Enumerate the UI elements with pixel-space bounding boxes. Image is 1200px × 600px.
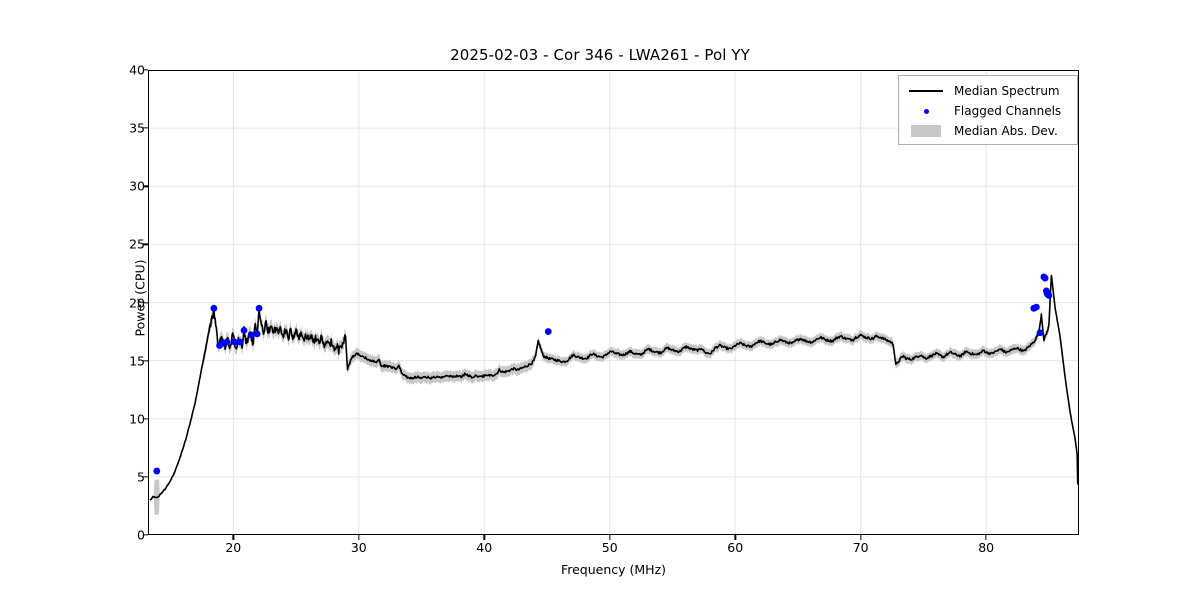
flagged-channel-marker [236,338,244,346]
y-tick-mark [143,534,148,536]
plot-axes: 0 5 10 15 20 25 30 35 40 20 30 40 50 60 70 80 Power (C… [129,63,1079,577]
y-tick-mark [143,127,148,129]
flagged-channel-marker [1045,292,1053,299]
x-tick-label: 70 [852,540,869,555]
page-title: 2025-02-03 - Cor 346 - LWA261 - Pol YY [450,46,750,64]
x-tick-mark [734,535,736,540]
flagged-channel-marker [231,338,238,346]
flagged-channels-markers [153,273,1053,475]
y-tick-label: 0 [137,527,145,543]
x-tick-label: 80 [978,540,995,555]
x-tick-mark [483,535,485,540]
legend-item-median-abs-dev: Median Abs. Dev. [906,121,1069,141]
y-tick-mark [143,185,148,187]
legend-item-flagged-channels: Flagged Channels [906,101,1069,121]
legend-label: Median Spectrum [954,84,1060,98]
gridlines [148,70,1079,535]
legend-item-median-spectrum: Median Spectrum [906,81,1069,101]
y-tick-label: 35 [129,120,145,136]
y-tick-mark [143,476,148,478]
x-tick-mark [232,535,234,540]
flagged-channel-marker [1041,274,1049,282]
flagged-channel-marker [240,327,248,334]
y-tick-mark [143,301,148,304]
x-tick-label: 30 [350,540,367,555]
median-abs-dev-band [150,274,1078,515]
axes-frame [148,70,1079,535]
x-tick-mark [358,535,360,540]
flagged-channel-marker [223,338,231,346]
y-tick-label: 5 [137,469,145,485]
flagged-channel-marker [544,328,552,335]
flagged-channel-marker [1036,329,1044,337]
y-tick-mark [143,359,148,362]
y-axis-label: Power (CPU) [132,259,148,337]
flagged-channel-marker [248,331,255,339]
flagged-channel-marker [255,304,263,312]
flagged-channel-marker [210,304,218,312]
y-tick-label: 20 [129,295,145,310]
y-tick-mark [143,243,148,246]
y-tick-label: 40 [129,62,145,78]
y-tick-mark [143,418,148,420]
x-tick-mark [985,535,987,540]
x-tick-label: 40 [476,540,493,555]
median-spectrum-line [149,274,1079,501]
flagged-channel-marker [253,330,261,338]
x-tick-label: 50 [601,540,618,555]
x-tick-mark [609,535,611,540]
legend-label: Flagged Channels [954,104,1062,118]
y-tick-label: 30 [129,178,145,194]
x-axis-label: Frequency (MHz) [560,562,667,577]
y-tick-label: 15 [129,353,145,369]
flagged-channel-marker [153,467,161,475]
dot-swatch-icon [906,108,946,114]
x-tick-label: 20 [225,540,242,555]
legend-label: Median Abs. Dev. [954,124,1058,138]
line-swatch-icon [906,90,946,92]
flagged-channel-marker [1032,303,1040,311]
y-tick-label: 25 [129,236,145,252]
x-tick-label: 60 [727,540,744,555]
patch-swatch-icon [906,125,946,137]
x-tick-mark [860,535,862,540]
y-tick-mark [143,69,148,71]
y-tick-label: 10 [129,411,145,427]
legend: Median Spectrum Flagged Channels Median … [898,75,1078,145]
spectrum-plot [148,70,1079,535]
